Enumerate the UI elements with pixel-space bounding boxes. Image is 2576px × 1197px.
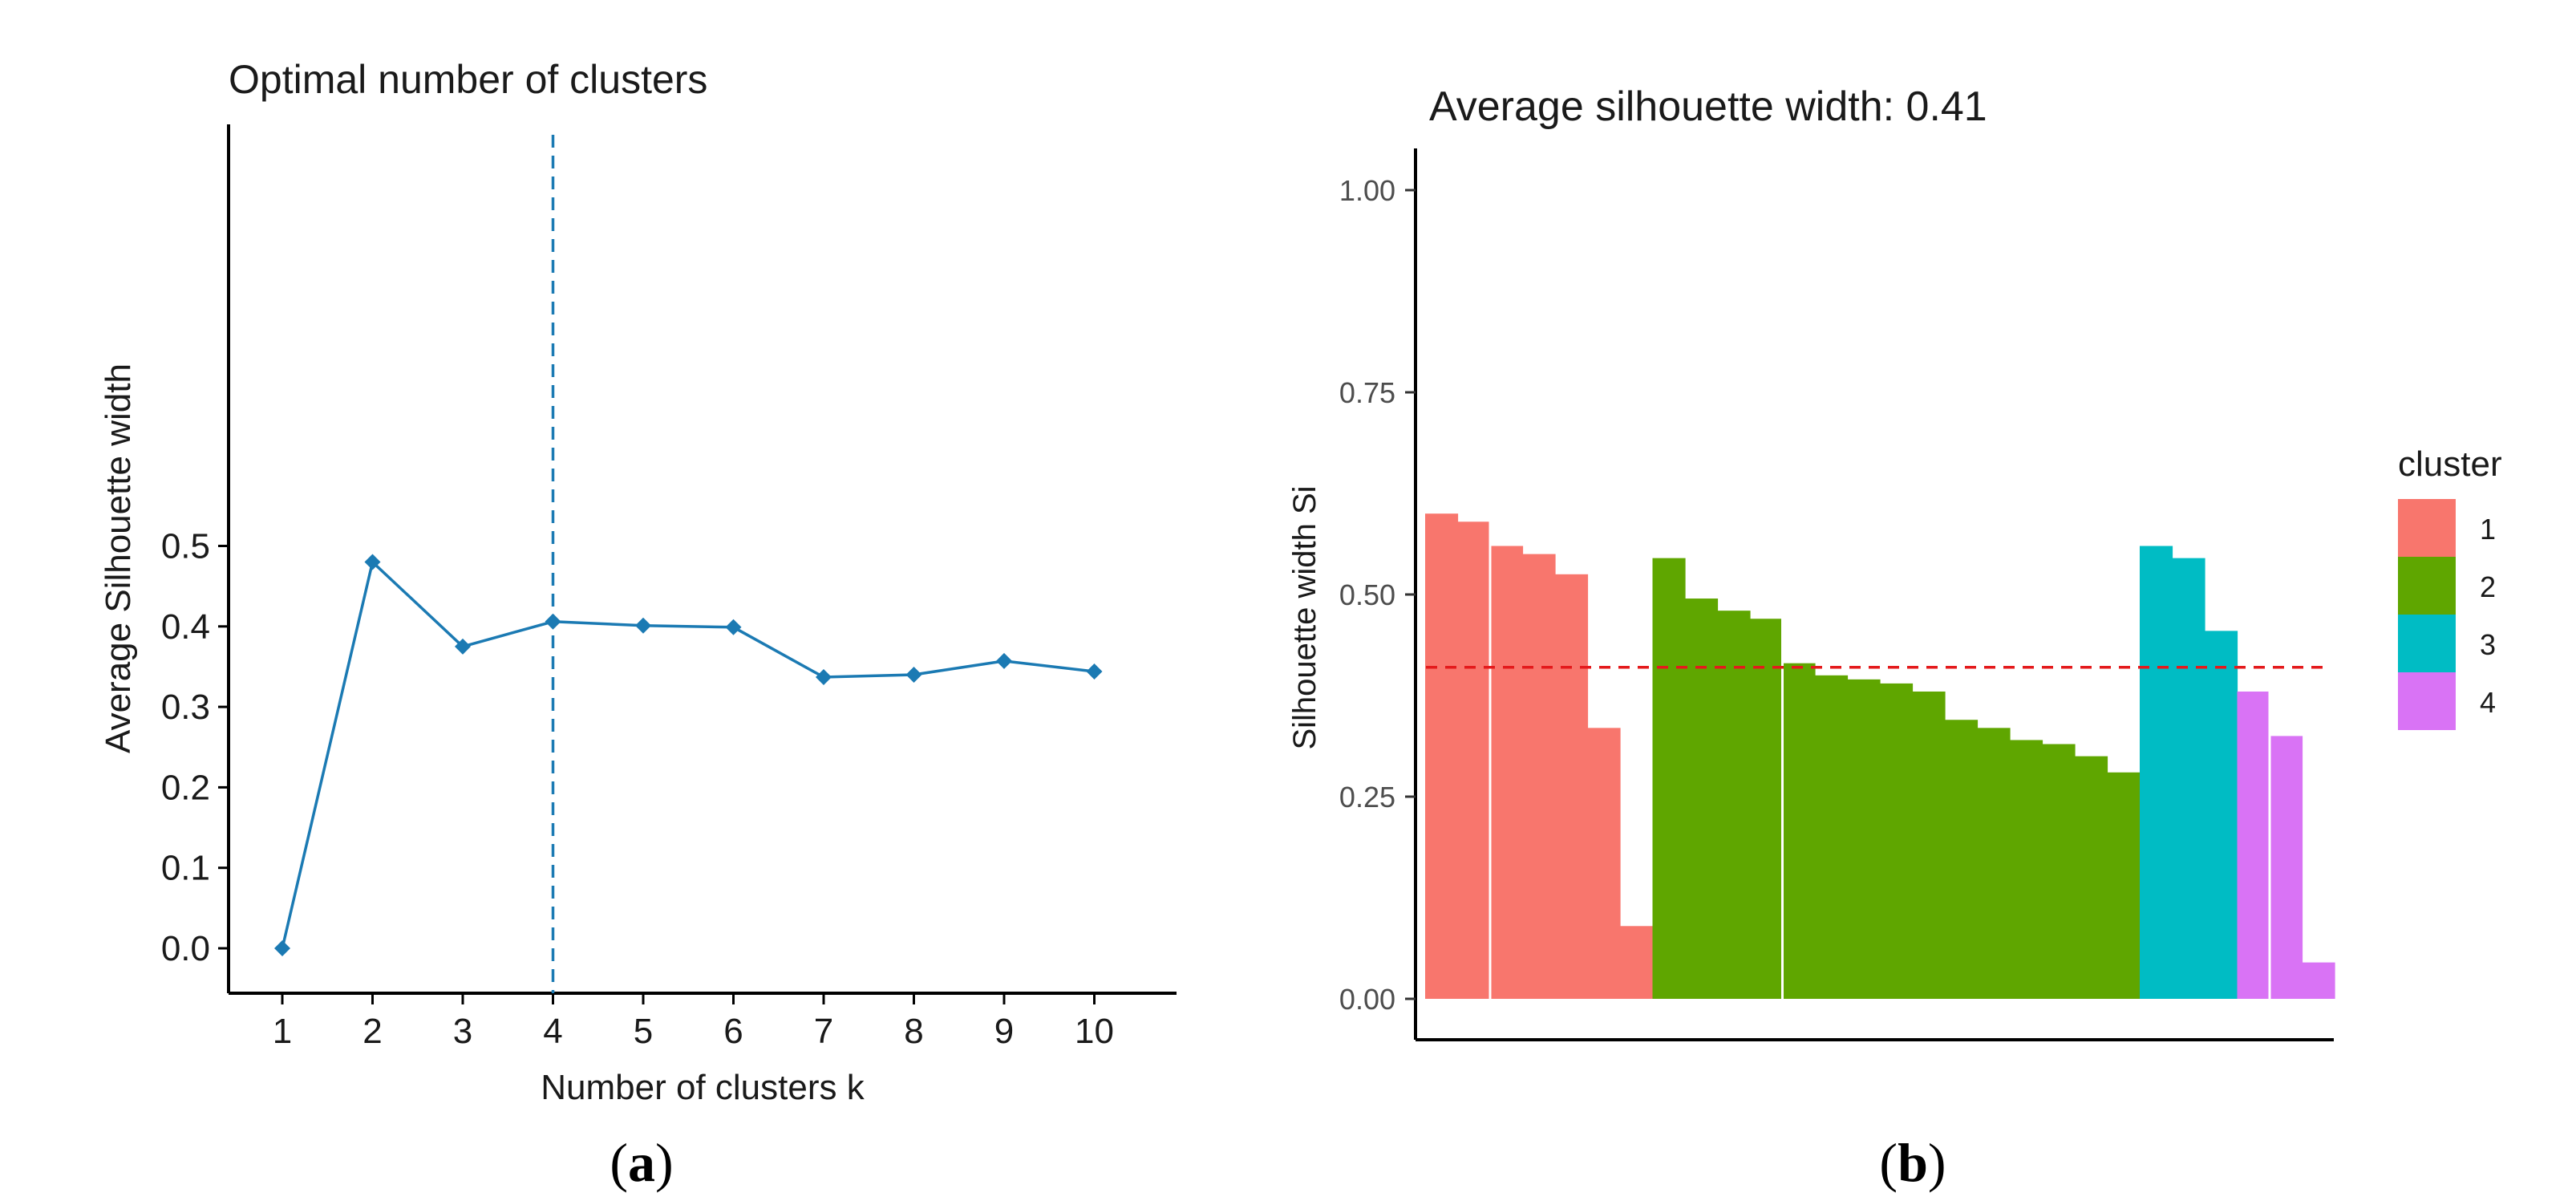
data-point [635,617,651,634]
legend-swatch-cluster-2 [2398,557,2456,615]
silhouette-bar-cluster-2 [1977,728,2011,999]
legend-label-cluster-4: 4 [2480,686,2496,719]
panel-a-series-line [281,559,1095,949]
panel-a-line-chart: Optimal number of clusters 0.00.10.20.30… [99,57,1177,1193]
legend-swatch-cluster-4 [2398,672,2456,730]
silhouette-bar-cluster-4 [2302,962,2335,999]
silhouette-bar-cluster-1 [1587,728,1621,999]
x-tick-label: 10 [1075,1012,1114,1051]
x-tick-label: 4 [543,1012,562,1051]
data-point [364,554,381,570]
panel-a-label: (a) [610,1132,673,1193]
panel-b-bars [1425,513,2335,999]
y-tick-label: 0.25 [1339,781,1395,814]
panel-b-label: (b) [1879,1132,1946,1193]
y-tick-label: 0.2 [161,768,210,807]
legend-items: 1 2 3 4 [2398,499,2496,730]
silhouette-bar-cluster-2 [1652,558,1686,999]
panel-a-y-ticks: 0.0 0.1 0.2 0.3 0.4 0.5 [161,527,229,968]
panel-b-bar-separators [1488,270,2271,999]
x-tick-label: 7 [814,1012,833,1051]
y-tick-label: 0.5 [161,527,210,566]
silhouette-bar-cluster-1 [1490,546,1524,999]
y-tick-label: 0.4 [161,607,210,647]
panel-a-x-label: Number of clusters k [541,1068,865,1107]
silhouette-bar-cluster-2 [1945,720,1979,999]
legend-swatch-cluster-3 [2398,615,2456,672]
panel-b-y-ticks: 0.00 0.25 0.50 0.75 1.00 [1339,174,1416,1016]
x-tick-label: 5 [634,1012,653,1051]
x-tick-label: 9 [994,1012,1014,1051]
silhouette-bar-cluster-1 [1620,926,1654,999]
data-point [816,668,832,685]
y-tick-label: 0.3 [161,688,210,727]
x-tick-label: 1 [273,1012,292,1051]
silhouette-bar-cluster-2 [2075,756,2108,999]
silhouette-bar-cluster-2 [2042,744,2076,999]
panel-b-y-label: Silhouette width Si [1287,485,1322,749]
data-point [455,638,471,655]
y-tick-label: 0.00 [1339,983,1395,1016]
data-point [905,666,922,683]
data-point [725,619,742,635]
data-point [545,613,561,630]
panel-a-points [274,554,1103,956]
legend-label-cluster-3: 3 [2480,628,2496,661]
panel-a-x-ticks: 1 2 3 4 5 6 7 8 9 10 [273,993,1114,1051]
legend-label-cluster-1: 1 [2480,513,2496,546]
panel-a-y-label: Average Silhouette width [99,363,138,753]
y-tick-label: 0.50 [1339,578,1395,611]
x-tick-label: 8 [904,1012,923,1051]
silhouette-bar-cluster-1 [1555,574,1589,999]
x-tick-label: 3 [453,1012,472,1051]
y-tick-label: 0.1 [161,849,210,888]
panel-a-title: Optimal number of clusters [229,57,707,102]
silhouette-bar-cluster-1 [1522,554,1556,999]
panel-b-silhouette-chart: Average silhouette width: 0.41 0.000.250… [1287,83,2502,1193]
x-tick-label: 2 [363,1012,382,1051]
data-point [1086,663,1103,680]
data-point [274,940,290,956]
y-tick-label: 1.00 [1339,174,1395,207]
silhouette-bar-cluster-2 [1750,619,1784,999]
silhouette-bar-cluster-2 [2010,740,2043,999]
silhouette-bar-cluster-3 [2172,558,2205,999]
legend-title: cluster [2398,444,2502,484]
silhouette-bar-cluster-4 [2237,691,2270,999]
silhouette-bar-cluster-1 [1425,513,1459,999]
silhouette-bar-cluster-2 [2107,772,2141,999]
y-tick-label: 0.75 [1339,376,1395,409]
silhouette-bar-cluster-2 [1880,683,1914,999]
legend-label-cluster-2: 2 [2480,570,2496,603]
silhouette-bar-cluster-2 [1717,611,1751,999]
silhouette-bar-cluster-2 [1847,679,1881,999]
panel-b-title: Average silhouette width: 0.41 [1429,83,1987,130]
data-point [996,652,1012,669]
x-tick-label: 6 [723,1012,743,1051]
panel-b-legend: cluster 1 2 3 4 [2398,444,2502,730]
y-tick-label: 0.0 [161,929,210,968]
silhouette-bar-cluster-2 [1912,691,1946,999]
silhouette-bar-cluster-3 [2205,631,2238,999]
silhouette-bar-cluster-3 [2140,546,2173,999]
silhouette-bar-cluster-4 [2270,736,2303,999]
silhouette-bar-cluster-2 [1815,675,1849,999]
legend-swatch-cluster-1 [2398,499,2456,557]
silhouette-bar-cluster-2 [1782,663,1816,999]
silhouette-bar-cluster-2 [1685,598,1719,999]
silhouette-bar-cluster-1 [1457,521,1491,999]
